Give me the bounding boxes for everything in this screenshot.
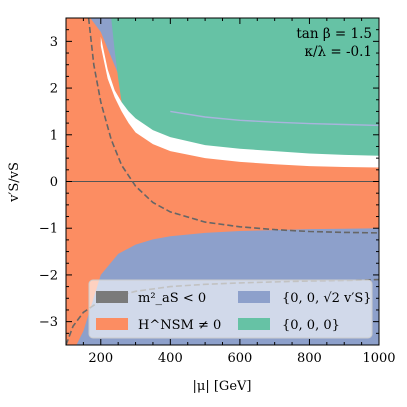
y-tick-label: 3: [50, 35, 58, 50]
legend-swatch-sqrt2: [238, 291, 270, 303]
legend-label-nsm: H^NSM ≠ 0: [138, 318, 221, 333]
x-tick-label: 400: [158, 351, 183, 366]
y-tick-label: −1: [39, 222, 58, 237]
legend-swatch-nsm: [96, 318, 128, 330]
legend-label-trivial: {0, 0, 0}: [282, 318, 340, 333]
legend: m²_aS < 0 {0, 0, √2 v′S} H^NSM ≠ 0 {0, 0…: [88, 279, 373, 339]
legend-label-tachyonic: m²_aS < 0: [138, 291, 206, 306]
y-tick-label: 1: [50, 128, 58, 143]
sqrt2-boundary-line-7: [170, 110, 379, 127]
y-axis-title: v′S/vS: [7, 162, 22, 203]
y-tick-label: 2: [50, 82, 58, 97]
annotation-kappa-lambda: κ/λ = -0.1: [305, 44, 372, 60]
legend-swatch-tachyonic: [96, 291, 128, 303]
annotation-tanbeta: tan β = 1.5: [296, 26, 372, 42]
x-tick-label: 200: [88, 351, 113, 366]
legend-swatch-trivial: [238, 318, 270, 330]
x-axis-title: |μ| [GeV]: [193, 379, 252, 394]
x-tick-label: 800: [297, 351, 322, 366]
dashed-boundary-line-5: [87, 18, 379, 234]
y-tick-label: 0: [50, 175, 58, 190]
axis-ticks: 200 400 600 800 1000 −3 −2 −1 0 1 2 3: [39, 17, 396, 366]
legend-box: [88, 279, 373, 339]
x-tick-label: 1000: [362, 351, 395, 366]
y-tick-label: −3: [39, 315, 58, 330]
legend-label-sqrt2: {0, 0, √2 v′S}: [282, 291, 372, 306]
x-tick-label: 600: [227, 351, 252, 366]
y-tick-label: −2: [39, 268, 58, 283]
